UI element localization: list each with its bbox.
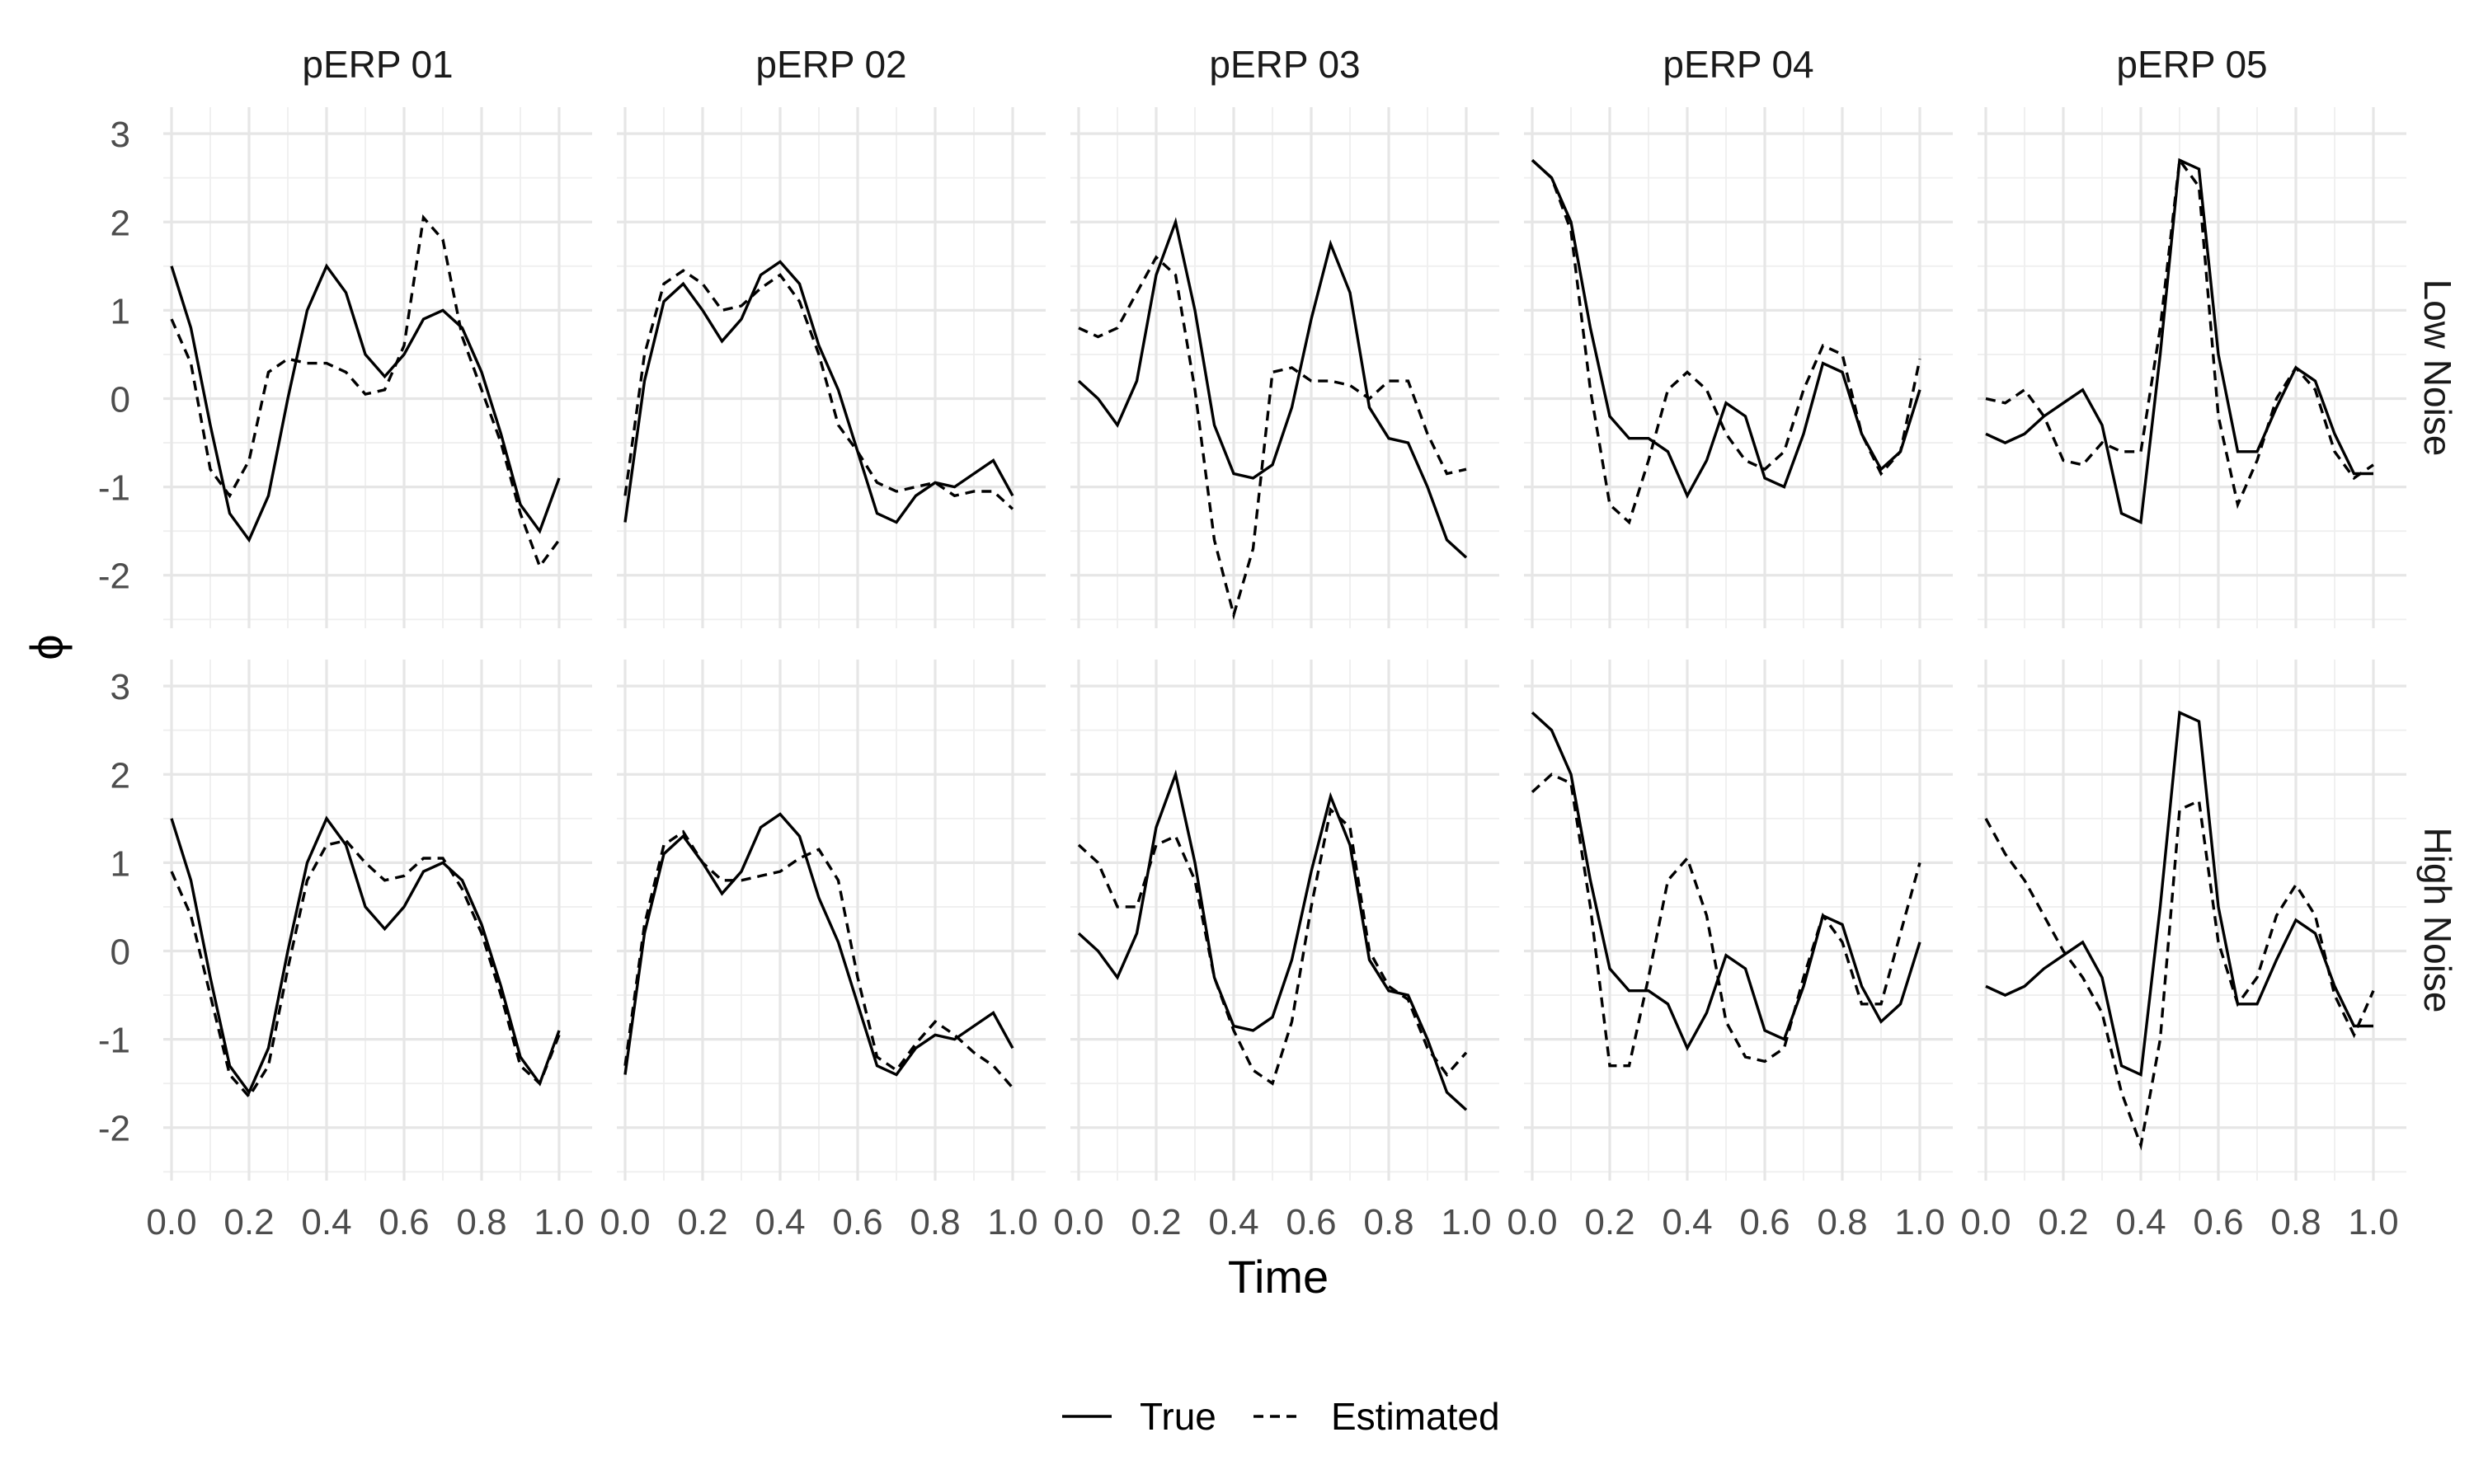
x-tick-label: 0.6: [832, 1202, 882, 1242]
x-tick-label: 0.4: [2115, 1202, 2166, 1242]
y-tick-label: -1: [98, 1021, 130, 1061]
column-strip-label: pERP 02: [755, 43, 906, 86]
column-strip-label: pERP 01: [302, 43, 453, 86]
x-tick-label: 0.8: [456, 1202, 506, 1242]
panel-high-noise-perp-05: [1984, 710, 2375, 1151]
panel-high-noise-perp-01: [170, 815, 561, 1100]
y-tick-label: 3: [111, 115, 130, 155]
panel-grid: [1524, 107, 1953, 628]
series-line-estimated: [1531, 159, 1921, 525]
x-axis: 0.0 0.2 0.4 0.6 0.8 1.0 0.0 0.2 0.4 0.6 0.8 1.0 0.0 0…: [146, 1202, 2398, 1242]
series-line-estimated: [170, 838, 561, 1100]
y-tick-label: 3: [111, 667, 130, 707]
y-tick-label: -2: [98, 556, 130, 597]
x-axis-title: Time: [1228, 1251, 1329, 1303]
x-tick-label: 0.6: [1739, 1202, 1790, 1242]
x-tick-label: 0.4: [1208, 1202, 1258, 1242]
panel-grid: [617, 107, 1046, 628]
y-tick-label: 1: [111, 291, 130, 331]
x-tick-label: 1.0: [534, 1202, 584, 1242]
x-tick-label: 0.0: [146, 1202, 196, 1242]
series-line-true: [1531, 711, 1921, 1052]
column-strip-label: pERP 04: [1663, 43, 1813, 86]
panel-grid: [617, 660, 1046, 1181]
x-tick-label: 0.0: [1507, 1202, 1557, 1242]
series-line-estimated: [1984, 798, 2375, 1151]
panel-grid: [1070, 660, 1499, 1181]
x-tick-label: 1.0: [1894, 1202, 1945, 1242]
x-tick-label: 1.0: [987, 1202, 1037, 1242]
x-tick-label: 0.6: [1286, 1202, 1336, 1242]
series-line-true: [1077, 217, 1468, 559]
panel-grid: [1978, 660, 2406, 1181]
series-line-estimated: [170, 214, 561, 570]
y-tick-label: -2: [98, 1109, 130, 1149]
y-tick-label: 0: [111, 932, 130, 972]
panel-grid: [1978, 107, 2406, 628]
x-tick-label: 0.2: [223, 1202, 274, 1242]
panels-layer: [163, 107, 2406, 1181]
x-tick-label: 0.8: [1817, 1202, 1867, 1242]
x-tick-label: 0.0: [600, 1202, 650, 1242]
x-tick-label: 1.0: [2348, 1202, 2398, 1242]
panel-high-noise-perp-02: [623, 812, 1014, 1089]
panel-low-noise-perp-01: [170, 214, 561, 570]
series-line-true: [1985, 157, 2373, 525]
x-tick-label: 1.0: [1441, 1202, 1491, 1242]
x-tick-label: 0.2: [677, 1202, 727, 1242]
y-tick-label: 1: [111, 843, 130, 884]
x-tick-label: 0.6: [379, 1202, 429, 1242]
x-tick-label: 0.4: [755, 1202, 805, 1242]
panel-grid: [1524, 660, 1953, 1181]
x-tick-label: 0.0: [1053, 1202, 1103, 1242]
y-tick-label: 2: [111, 755, 130, 796]
series-line-true: [623, 260, 1014, 524]
y-axis: 3 2 1 0 -1 -2 3 2 1 0 -1 -2: [98, 115, 130, 1149]
panel-grid: [163, 107, 592, 628]
x-tick-label: 0.2: [1584, 1202, 1634, 1242]
legend-estimated-label: Estimated: [1331, 1395, 1500, 1438]
legend-true-label: True: [1140, 1395, 1216, 1438]
panel-low-noise-perp-03: [1077, 217, 1468, 621]
x-tick-label: 0.0: [1960, 1202, 2011, 1242]
strip-labels: pERP 01 pERP 02 pERP 03 pERP 04 pERP 05 Low N…: [302, 43, 2459, 1013]
panel-high-noise-perp-04: [1531, 711, 1921, 1068]
x-tick-label: 0.2: [2038, 1202, 2088, 1242]
legend: True Estimated: [1062, 1395, 1500, 1438]
series-line-estimated: [1985, 156, 2374, 510]
y-axis-title: ϕ: [21, 634, 73, 660]
series-line-estimated: [623, 829, 1014, 1089]
series-line-true: [170, 815, 561, 1096]
series-line-true: [1077, 769, 1468, 1111]
y-tick-label: 0: [111, 379, 130, 420]
x-tick-label: 0.6: [2193, 1202, 2243, 1242]
y-tick-label: 2: [111, 203, 130, 243]
panel-low-noise-perp-02: [623, 260, 1014, 524]
x-tick-label: 0.8: [1363, 1202, 1413, 1242]
x-tick-label: 0.4: [301, 1202, 351, 1242]
column-strip-label: pERP 03: [1209, 43, 1360, 86]
series-line-true: [1985, 710, 2373, 1078]
x-tick-label: 0.8: [2270, 1202, 2321, 1242]
row-strip-label: Low Noise: [2416, 279, 2459, 457]
panel-low-noise-perp-04: [1531, 159, 1921, 525]
x-tick-label: 0.2: [1131, 1202, 1181, 1242]
y-tick-label: -1: [98, 468, 130, 509]
row-strip-label: High Noise: [2416, 828, 2459, 1013]
panel-low-noise-perp-05: [1985, 156, 2374, 525]
x-tick-label: 0.4: [1662, 1202, 1712, 1242]
series-line-estimated: [1077, 806, 1468, 1086]
series-line-true: [623, 812, 1014, 1077]
x-tick-label: 0.8: [910, 1202, 960, 1242]
panel-high-noise-perp-03: [1077, 769, 1468, 1111]
series-line-true: [170, 263, 561, 543]
series-line-estimated: [623, 269, 1014, 510]
column-strip-label: pERP 05: [2116, 43, 2267, 86]
panel-grid: [1070, 107, 1499, 628]
